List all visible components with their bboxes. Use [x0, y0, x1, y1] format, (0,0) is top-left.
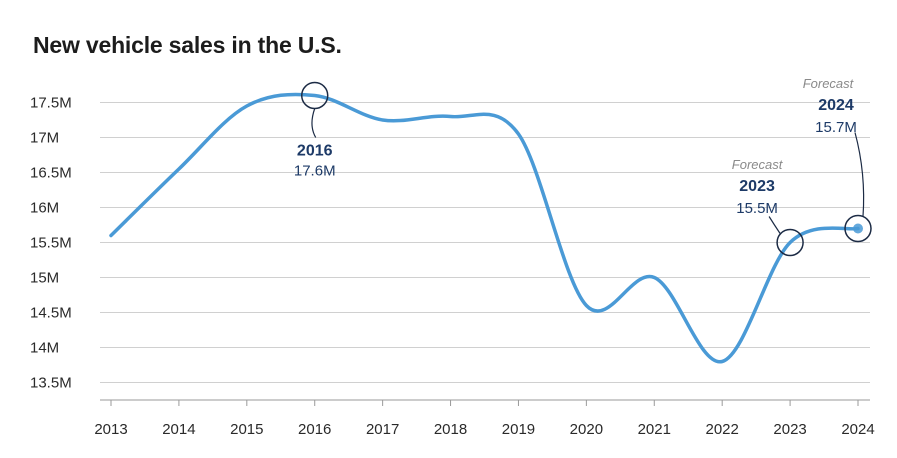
series-line: [109, 92, 860, 364]
chart-title: New vehicle sales in the U.S.: [33, 32, 342, 58]
gridlines: [100, 102, 870, 406]
x-tick-label: 2022: [705, 421, 738, 438]
y-tick-label: 14M: [30, 340, 59, 357]
y-tick-label: 14.5M: [30, 305, 72, 322]
annotation-value-label: 17.6M: [294, 163, 336, 180]
annotation-point-dot: [853, 223, 863, 234]
y-tick-label: 15M: [30, 270, 59, 287]
annotation-value-label: 15.7M: [815, 119, 857, 136]
y-tick-label: 16.5M: [30, 165, 72, 182]
x-tick-label: 2017: [366, 421, 399, 438]
annotation-leader-line: [768, 216, 781, 234]
x-tick-label: 2024: [841, 421, 874, 438]
annotation-forecast-tag: Forecast: [803, 76, 855, 91]
x-axis-tick-labels: 2013 2014 2015 2016 2017 2018 2019 2020 2021 2022…: [94, 421, 874, 438]
y-tick-label: 17.5M: [30, 95, 72, 112]
annotation-leader-line: [854, 132, 865, 217]
y-tick-label: 16M: [30, 200, 59, 217]
annotation-year-label: 2024: [818, 97, 854, 114]
y-tick-label: 17M: [30, 130, 59, 147]
annotation-year-label: 2016: [297, 143, 333, 160]
x-tick-label: 2023: [773, 421, 806, 438]
x-tick-label: 2019: [502, 421, 535, 438]
annotation-leader-line: [311, 108, 317, 138]
annotations: 2016 17.6M Forecast 2023 15.5M Forecast 2024 15…: [294, 76, 872, 257]
x-tick-label: 2018: [434, 421, 467, 438]
annotation-marker-circle: [844, 214, 872, 243]
y-tick-label: 13.5M: [30, 375, 72, 392]
x-tick-label: 2013: [94, 421, 127, 438]
annotation-value-label: 15.5M: [736, 200, 778, 217]
x-tick-label: 2021: [638, 421, 671, 438]
annotation-year-label: 2023: [739, 178, 775, 195]
x-tick-label: 2020: [570, 421, 603, 438]
x-tick-label: 2016: [298, 421, 331, 438]
annotation-forecast-tag: Forecast: [732, 157, 784, 172]
y-tick-label: 15.5M: [30, 235, 72, 252]
series-layer: [109, 92, 860, 364]
x-tick-label: 2014: [162, 421, 195, 438]
y-axis-tick-labels: 13.5M 14M 14.5M 15M 15.5M 16M 16.5M 17M 17.5M: [30, 95, 72, 392]
annotation-marker-circle: [776, 228, 804, 257]
x-tick-label: 2015: [230, 421, 263, 438]
